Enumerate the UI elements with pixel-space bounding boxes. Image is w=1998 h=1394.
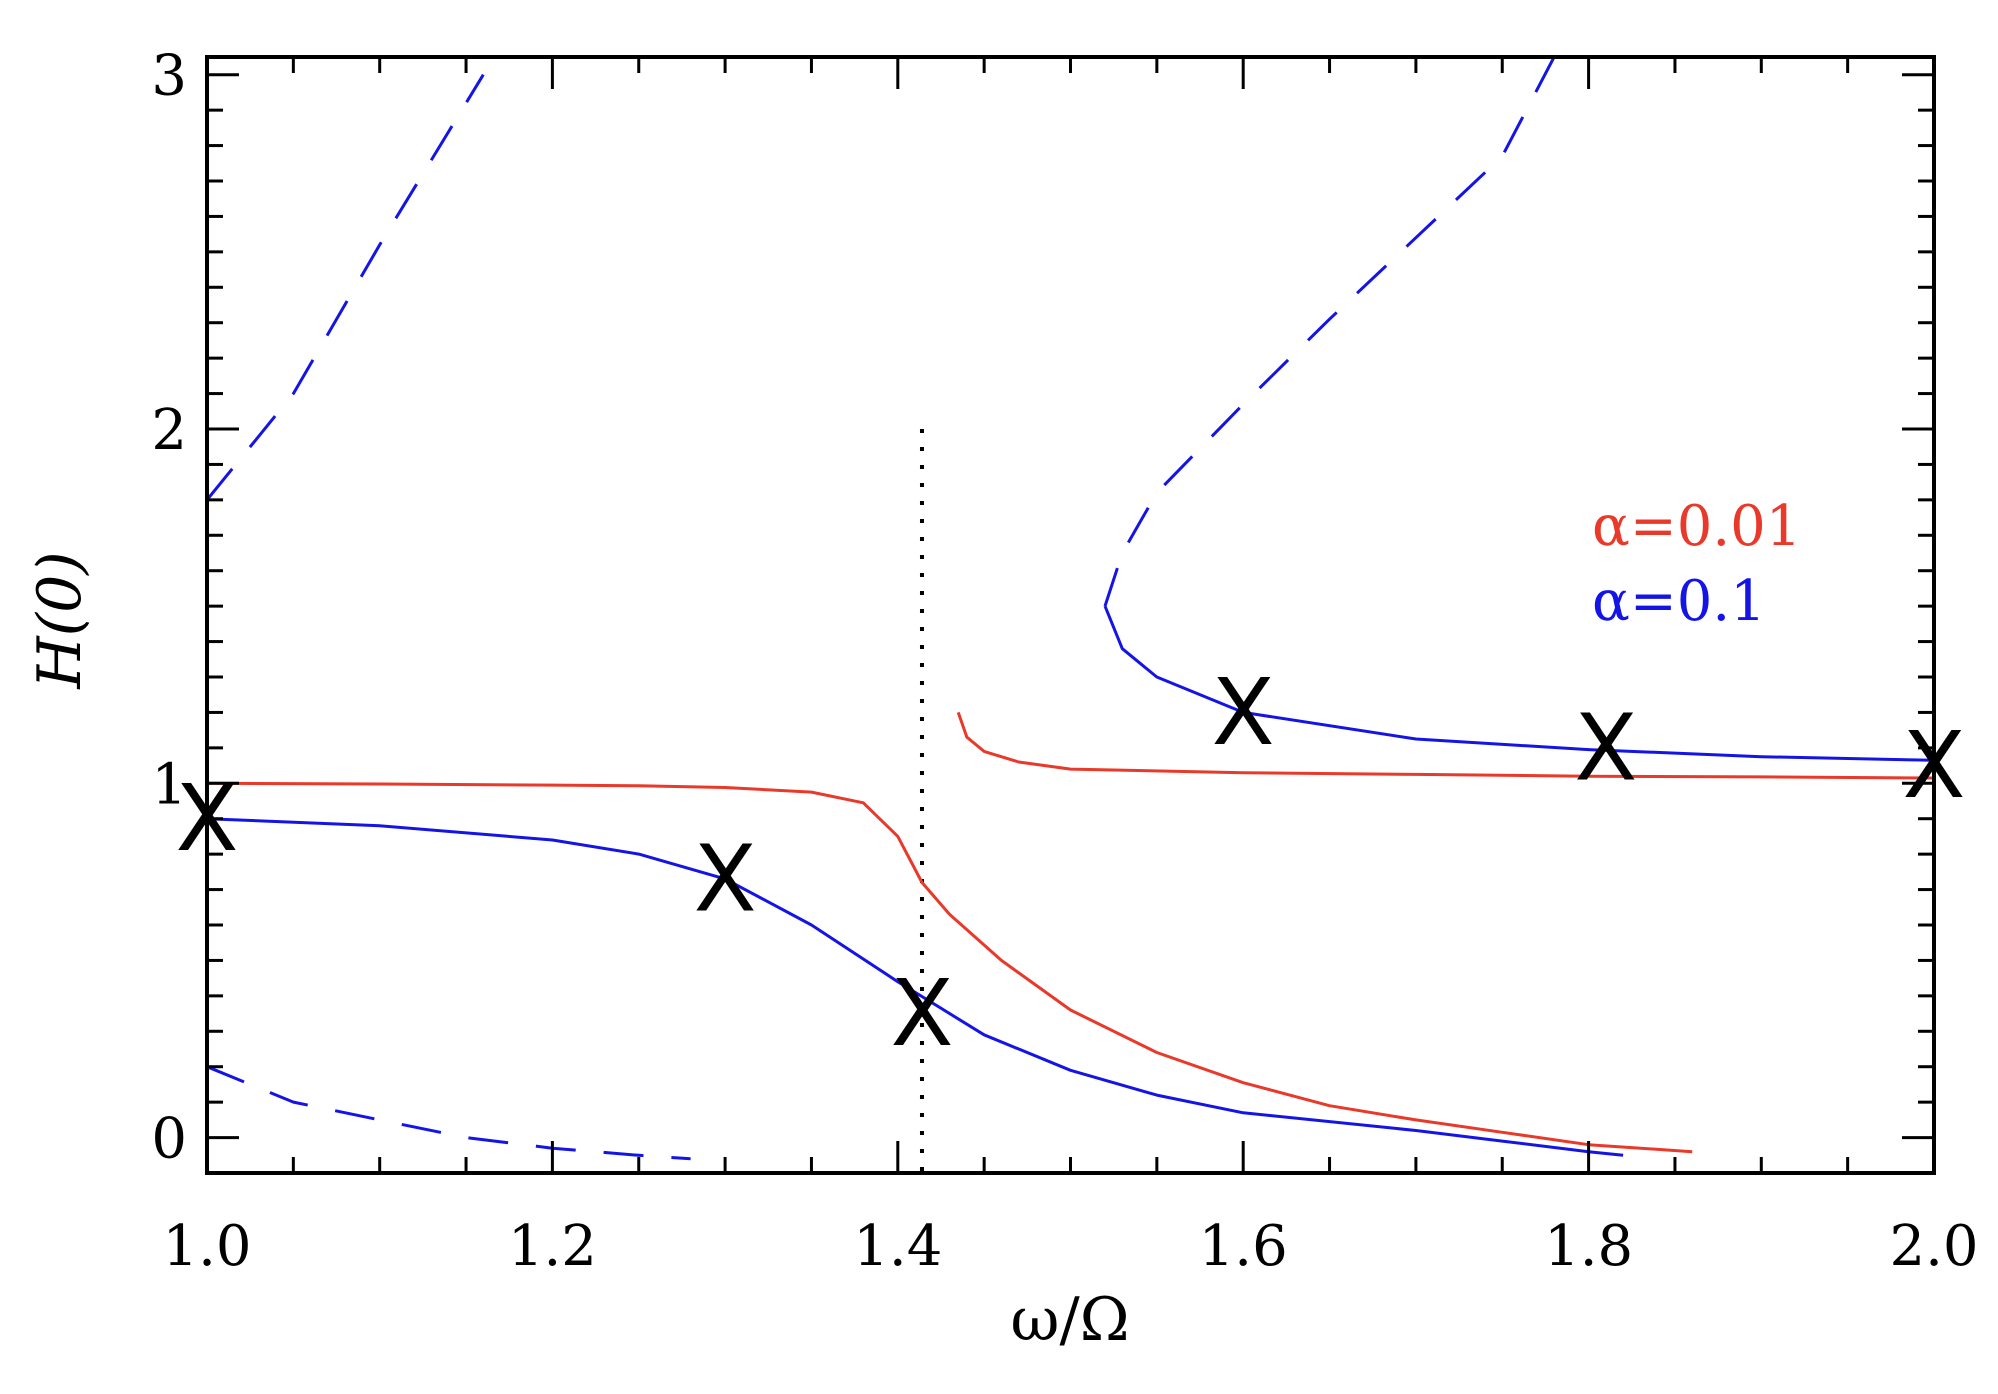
series-line-5 [207,73,485,501]
curves [207,57,1934,1173]
x-tick-label: 1.2 [508,1214,597,1279]
x-marker-0: X [175,765,238,872]
x-marker-4: X [1574,694,1637,801]
y-tick-label: 1 [151,752,187,817]
plot-area [207,57,1934,1173]
series-line-4 [1103,57,1556,607]
x-tick-label: 1.6 [1199,1214,1288,1279]
x-marker-5: X [1902,712,1965,819]
legend: α=0.01 α=0.1 [1592,494,1801,634]
axes: 1.0 1.2 1.4 1.6 1.8 2.0 0 1 2 3 [151,44,1978,1279]
series-line-6 [207,1065,691,1161]
x-tick-label: 2.0 [1889,1214,1978,1279]
legend-label-alpha-001: α=0.01 [1592,494,1801,559]
x-marker-2: X [890,960,953,1067]
x-tick-label: 1.8 [1544,1214,1633,1279]
y-axis-title: H(0) [25,551,95,689]
series-line-2 [207,817,1624,1157]
x-tick-label: 1.4 [853,1214,942,1279]
series-line-0 [207,781,1693,1154]
x-marker-3: X [1212,659,1275,766]
y-tick-label: 2 [151,398,187,463]
y-tick-label: 0 [151,1107,187,1172]
data-markers: X X X X X X [175,659,1965,1067]
legend-label-alpha-01: α=0.1 [1592,569,1766,634]
x-axis-title: ω/Ω [1011,1285,1130,1355]
x-marker-1: X [694,825,757,932]
series-line-3 [1103,605,1934,762]
x-tick-label: 1.0 [162,1214,251,1279]
y-tick-label: 3 [151,44,187,109]
series-line-1 [956,711,1934,780]
